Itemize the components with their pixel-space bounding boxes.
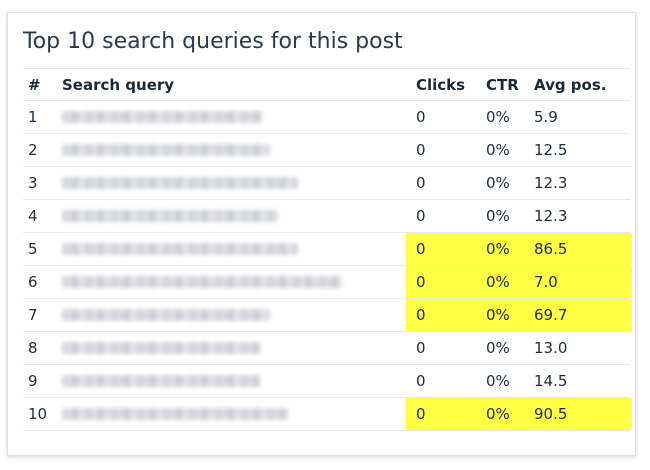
table-row: 3 0 0% 12.3 <box>23 167 630 200</box>
clicks-value: 0 <box>416 141 426 159</box>
row-highlight <box>406 233 632 265</box>
row-number: 5 <box>28 240 38 258</box>
redacted-query-blur <box>62 341 260 354</box>
avg-pos-value: 12.3 <box>534 174 568 192</box>
avg-pos-value: 12.3 <box>534 207 568 225</box>
clicks-value: 0 <box>416 372 426 390</box>
search-queries-card: Top 10 search queries for this post # Se… <box>7 12 636 456</box>
ctr-value: 0% <box>486 174 510 192</box>
ctr-value: 0% <box>486 339 510 357</box>
search-query-redacted <box>62 233 352 265</box>
search-query-redacted <box>62 398 352 430</box>
table-header: # Search query Clicks CTR Avg pos. <box>23 68 630 101</box>
table-row: 4 0 0% 12.3 <box>23 200 630 233</box>
ctr-value: 0% <box>486 141 510 159</box>
header-num: # <box>28 76 41 94</box>
redacted-query-blur <box>62 275 342 288</box>
search-query-redacted <box>62 134 352 166</box>
avg-pos-value: 90.5 <box>534 405 568 423</box>
header-ctr: CTR <box>486 76 519 94</box>
table-row: 8 0 0% 13.0 <box>23 332 630 365</box>
avg-pos-value: 14.5 <box>534 372 568 390</box>
search-query-redacted <box>62 200 352 232</box>
header-search-query: Search query <box>62 76 175 94</box>
row-highlight <box>406 398 632 430</box>
table-row: 5 0 0% 86.5 <box>23 233 632 266</box>
avg-pos-value: 7.0 <box>534 273 558 291</box>
clicks-value: 0 <box>416 174 426 192</box>
search-query-redacted <box>62 332 352 364</box>
ctr-value: 0% <box>486 273 510 291</box>
clicks-value: 0 <box>416 273 426 291</box>
row-highlight <box>406 299 632 331</box>
avg-pos-value: 86.5 <box>534 240 568 258</box>
table-row: 10 0 0% 90.5 <box>23 398 632 431</box>
card-title: Top 10 search queries for this post <box>23 29 403 54</box>
clicks-value: 0 <box>416 240 426 258</box>
search-query-redacted <box>62 167 352 199</box>
table-body: 1 0 0% 5.9 2 0 0% 12.5 3 0 0% 12.3 4 0 0% 12.3 5 0 0% 86.5 6… <box>23 101 632 431</box>
header-avg-pos: Avg pos. <box>534 76 607 94</box>
clicks-value: 0 <box>416 339 426 357</box>
table-row: 7 0 0% 69.7 <box>23 299 632 332</box>
row-number: 8 <box>28 339 38 357</box>
ctr-value: 0% <box>486 405 510 423</box>
redacted-query-blur <box>62 374 260 387</box>
table-row: 6 0 0% 7.0 <box>23 266 632 299</box>
redacted-query-blur <box>62 308 270 321</box>
redacted-query-blur <box>62 176 298 189</box>
ctr-value: 0% <box>486 240 510 258</box>
clicks-value: 0 <box>416 405 426 423</box>
table-row: 2 0 0% 12.5 <box>23 134 630 167</box>
ctr-value: 0% <box>486 207 510 225</box>
row-highlight <box>406 266 632 298</box>
search-query-redacted <box>62 266 352 298</box>
search-query-redacted <box>62 101 352 133</box>
table-row: 1 0 0% 5.9 <box>23 101 630 134</box>
redacted-query-blur <box>62 143 270 156</box>
ctr-value: 0% <box>486 306 510 324</box>
clicks-value: 0 <box>416 108 426 126</box>
row-number: 2 <box>28 141 38 159</box>
search-query-redacted <box>62 365 352 397</box>
redacted-query-blur <box>62 110 262 123</box>
redacted-query-blur <box>62 407 288 420</box>
row-number: 6 <box>28 273 38 291</box>
avg-pos-value: 12.5 <box>534 141 568 159</box>
header-clicks: Clicks <box>416 76 466 94</box>
queries-table: # Search query Clicks CTR Avg pos. 1 0 0% 5… <box>23 68 632 431</box>
clicks-value: 0 <box>416 207 426 225</box>
avg-pos-value: 13.0 <box>534 339 568 357</box>
row-number: 1 <box>28 108 38 126</box>
row-number: 3 <box>28 174 38 192</box>
avg-pos-value: 69.7 <box>534 306 568 324</box>
ctr-value: 0% <box>486 108 510 126</box>
ctr-value: 0% <box>486 372 510 390</box>
row-number: 9 <box>28 372 38 390</box>
redacted-query-blur <box>62 209 278 222</box>
row-number: 4 <box>28 207 38 225</box>
search-query-redacted <box>62 299 352 331</box>
row-number: 7 <box>28 306 38 324</box>
clicks-value: 0 <box>416 306 426 324</box>
row-number: 10 <box>28 405 48 423</box>
table-row: 9 0 0% 14.5 <box>23 365 630 398</box>
avg-pos-value: 5.9 <box>534 108 558 126</box>
redacted-query-blur <box>62 242 298 255</box>
